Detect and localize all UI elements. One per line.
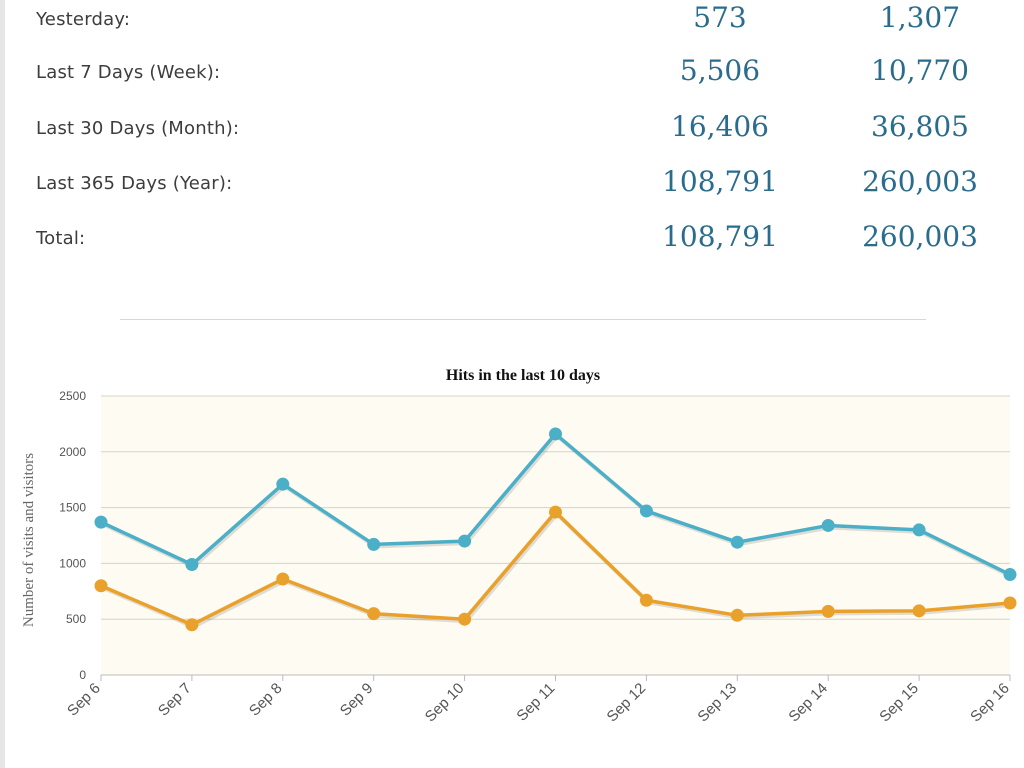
y-tick-label: 2500 xyxy=(59,389,86,403)
data-point[interactable] xyxy=(912,523,926,537)
data-point[interactable] xyxy=(185,618,199,632)
y-tick-label: 1500 xyxy=(59,501,86,515)
data-point[interactable] xyxy=(730,535,744,549)
left-edge-rule xyxy=(0,0,5,768)
x-tick-label: Sep 12 xyxy=(604,680,650,726)
y-tick-label: 1000 xyxy=(59,556,86,570)
y-tick-label: 0 xyxy=(79,668,86,682)
data-point[interactable] xyxy=(821,518,835,532)
series-0 xyxy=(94,427,1017,582)
x-tick-label: Sep 9 xyxy=(337,680,377,720)
x-tick-label: Sep 10 xyxy=(422,680,468,726)
data-point[interactable] xyxy=(1003,596,1017,610)
data-point[interactable] xyxy=(730,608,744,622)
stats-row-year: Last 365 Days (Year): 108,791 260,003 xyxy=(0,164,1024,204)
stat-visitors-value: 260,003 xyxy=(862,220,978,253)
stat-visitors-value: 260,003 xyxy=(862,165,978,198)
stat-visitors-value: 36,805 xyxy=(871,110,969,143)
chart-title: Hits in the last 10 days xyxy=(446,367,600,384)
y-tick-label: 2000 xyxy=(59,445,86,459)
stat-visits-value: 108,791 xyxy=(662,220,778,253)
stats-row-month: Last 30 Days (Month): 16,406 36,805 xyxy=(0,109,1024,149)
section-divider xyxy=(120,319,926,320)
data-point[interactable] xyxy=(1003,568,1017,582)
stats-row-yesterday: Yesterday: 573 1,307 xyxy=(0,0,1024,40)
stats-row-week: Last 7 Days (Week): 5,506 10,770 xyxy=(0,53,1024,93)
stat-visits-value: 108,791 xyxy=(662,165,778,198)
data-point[interactable] xyxy=(458,534,472,548)
data-point[interactable] xyxy=(276,477,290,491)
stat-visits-value: 5,506 xyxy=(679,54,761,87)
data-point[interactable] xyxy=(821,604,835,618)
y-tick-label: 500 xyxy=(66,612,86,626)
stat-visitors-value: 10,770 xyxy=(871,54,969,87)
stat-visitors-value: 1,307 xyxy=(879,1,961,34)
y-axis-label: Number of visits and visitors xyxy=(21,453,37,627)
data-point[interactable] xyxy=(94,515,108,529)
plot-area-background xyxy=(101,396,1010,675)
series-1 xyxy=(94,505,1017,632)
data-point[interactable] xyxy=(549,505,562,519)
data-point[interactable] xyxy=(912,604,926,618)
stat-label: Yesterday: xyxy=(36,9,131,30)
x-tick-label: Sep 11 xyxy=(513,680,558,725)
x-tick-label: Sep 8 xyxy=(246,680,286,720)
x-tick-label: Sep 7 xyxy=(155,680,195,720)
x-tick-label: Sep 14 xyxy=(785,680,831,726)
data-point[interactable] xyxy=(276,572,290,586)
stat-label: Last 7 Days (Week): xyxy=(36,62,221,83)
x-tick-label: Sep 6 xyxy=(64,680,104,720)
series-lines xyxy=(94,427,1017,632)
data-point[interactable] xyxy=(94,579,108,593)
y-axis-ticks: 0 500 1000 1500 2000 2500 xyxy=(59,389,86,682)
stats-row-total: Total: 108,791 260,003 xyxy=(0,219,1024,259)
x-tick-label: Sep 16 xyxy=(967,680,1013,726)
stat-visits-value: 573 xyxy=(693,1,747,34)
x-tick-label: Sep 15 xyxy=(876,680,922,726)
stat-visits-value: 16,406 xyxy=(671,110,769,143)
data-point[interactable] xyxy=(639,504,653,518)
data-point[interactable] xyxy=(367,537,381,551)
stat-label: Total: xyxy=(36,228,86,249)
data-point[interactable] xyxy=(549,427,562,441)
x-tick-label: Sep 13 xyxy=(694,680,740,726)
stat-label: Last 30 Days (Month): xyxy=(36,118,240,139)
x-axis-ticks: Sep 6 Sep 7 Sep 8 Sep 9 Sep 10 Sep 11 Sep 12 Se… xyxy=(64,675,1013,725)
stat-label: Last 365 Days (Year): xyxy=(36,173,233,194)
data-point[interactable] xyxy=(458,612,472,626)
data-point[interactable] xyxy=(639,593,653,607)
data-point[interactable] xyxy=(185,558,199,572)
data-point[interactable] xyxy=(367,607,381,621)
